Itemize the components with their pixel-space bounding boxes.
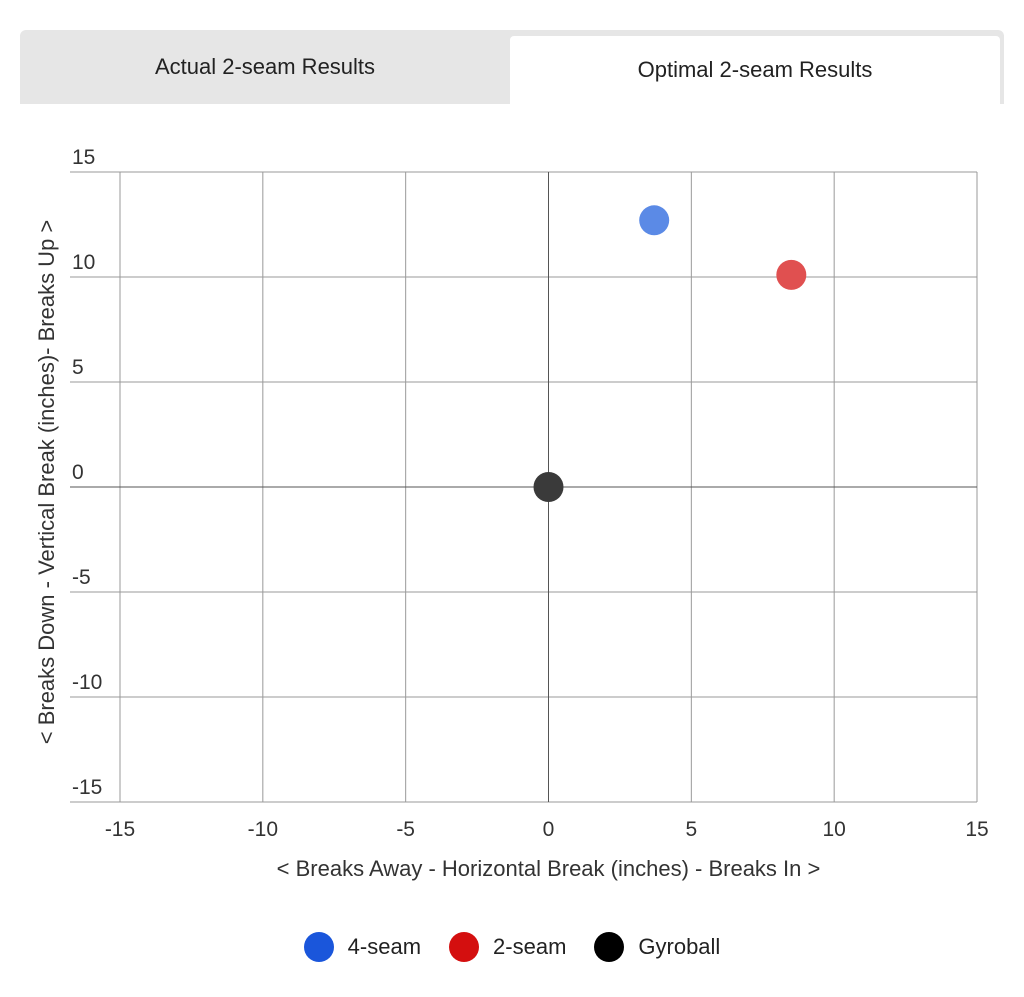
x-tick-label: -10 — [248, 818, 278, 841]
x-tick-label: -5 — [396, 818, 415, 841]
y-tick-label: 15 — [72, 146, 95, 169]
tab-actual-2-seam-results[interactable]: Actual 2-seam Results — [20, 30, 510, 104]
legend-label-gyroball: Gyroball — [638, 934, 721, 959]
x-tick-label: 0 — [543, 818, 555, 841]
tab-label: Optimal 2-seam Results — [637, 57, 873, 82]
y-tick-label: 5 — [72, 356, 84, 379]
data-point-gyroball — [533, 472, 564, 502]
y-axis-title: < Breaks Down - Vertical Break (inches)-… — [34, 220, 59, 745]
x-tick-label: -15 — [105, 818, 135, 841]
data-point-4-seam — [639, 205, 670, 236]
y-tick-label: -10 — [72, 671, 102, 694]
y-tick-label: -5 — [72, 566, 91, 589]
x-tick-label: 5 — [685, 818, 697, 841]
x-tick-label: 10 — [822, 818, 845, 841]
x-tick-label: 15 — [965, 818, 988, 841]
legend-item-4-seam[interactable]: 4-seam — [303, 932, 422, 962]
data-point-2-seam — [776, 259, 807, 290]
legend-label-4-seam: 4-seam — [347, 934, 422, 959]
y-tick-label: 0 — [72, 461, 84, 484]
scatter-chart: -15 -10 -5 0 5 10 15 15 10 5 0 -5 -10 -15 < Breaks Awa… — [34, 146, 989, 881]
y-tick-label: 10 — [72, 251, 95, 274]
legend-swatch-2-seam — [449, 932, 480, 962]
legend-label-2-seam: 2-seam — [493, 934, 567, 959]
tab-optimal-2-seam-results[interactable]: Optimal 2-seam Results — [510, 36, 1000, 104]
x-axis-title: < Breaks Away - Horizontal Break (inches… — [277, 856, 821, 881]
legend-item-gyroball[interactable]: Gyroball — [594, 932, 720, 962]
y-tick-label: -15 — [72, 776, 102, 799]
tab-bar: Actual 2-seam Results Optimal 2-seam Res… — [20, 30, 1004, 104]
legend-swatch-4-seam — [303, 932, 334, 962]
legend: 4-seam 2-seam Gyroball — [0, 932, 1024, 962]
tab-label: Actual 2-seam Results — [154, 54, 376, 79]
legend-item-2-seam[interactable]: 2-seam — [449, 932, 566, 962]
legend-swatch-gyroball — [594, 932, 625, 962]
